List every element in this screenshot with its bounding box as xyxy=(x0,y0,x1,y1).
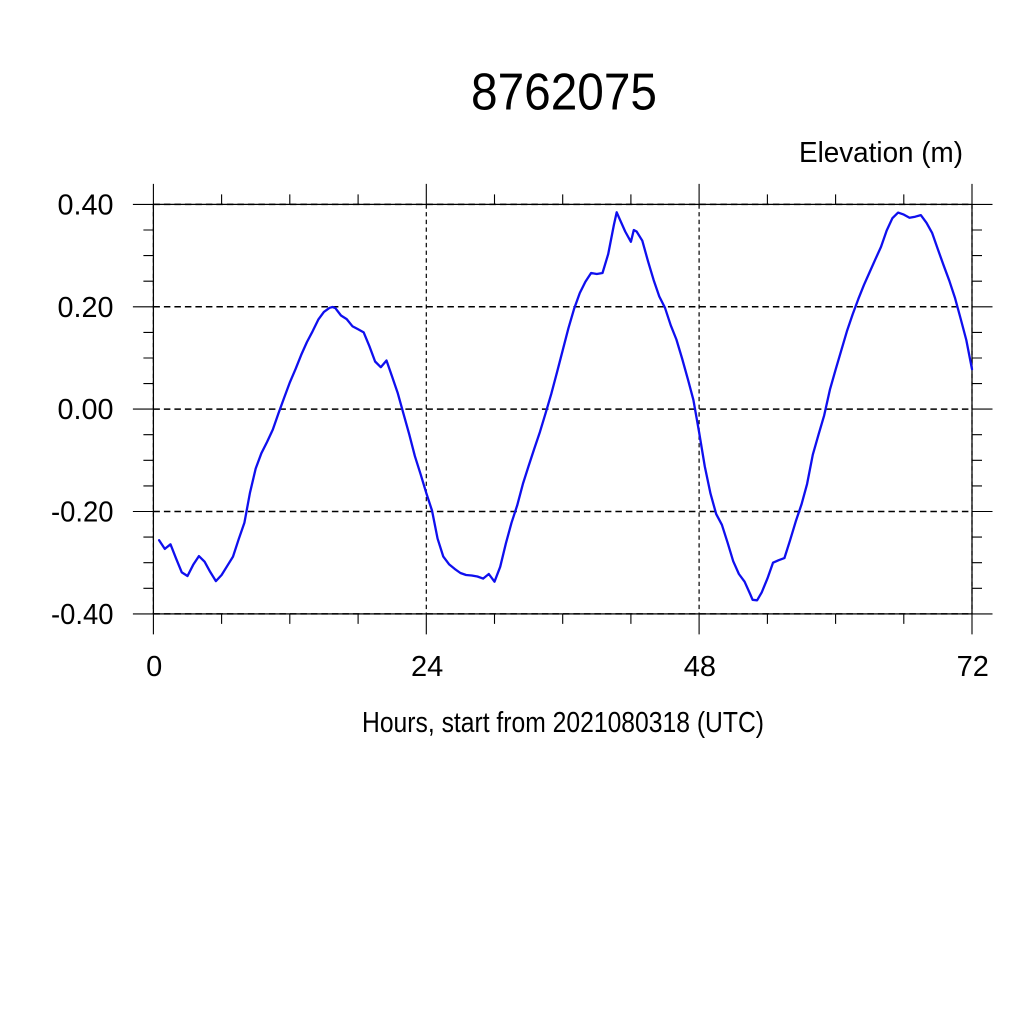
svg-text:0: 0 xyxy=(146,651,162,683)
svg-text:72: 72 xyxy=(957,651,989,683)
svg-text:24: 24 xyxy=(411,651,443,683)
svg-text:0.40: 0.40 xyxy=(58,189,114,221)
svg-text:0.00: 0.00 xyxy=(58,394,114,426)
svg-text:-0.20: -0.20 xyxy=(51,497,114,529)
svg-text:8762075: 8762075 xyxy=(471,64,657,122)
svg-text:48: 48 xyxy=(684,651,716,683)
svg-text:Hours, start from 2021080318 (: Hours, start from 2021080318 (UTC) xyxy=(362,707,764,739)
svg-text:0.20: 0.20 xyxy=(58,292,114,324)
svg-text:-0.40: -0.40 xyxy=(51,599,114,631)
svg-text:Elevation (m): Elevation (m) xyxy=(799,137,963,169)
